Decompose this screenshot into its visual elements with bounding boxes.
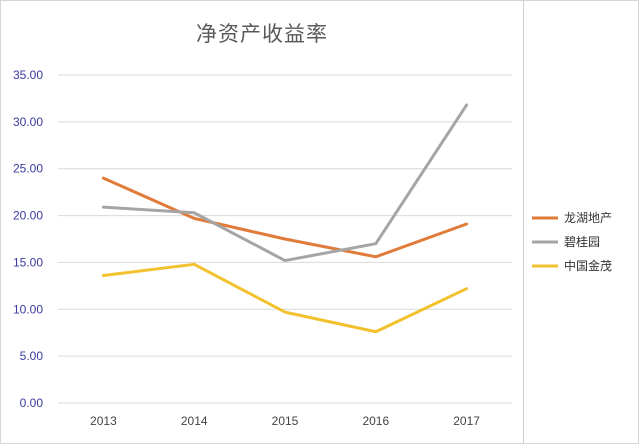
series-line-1 bbox=[101, 176, 469, 259]
y-tick-label: 10.00 bbox=[13, 302, 43, 316]
x-tick-label: 2016 bbox=[362, 414, 389, 428]
x-tick-label: 2015 bbox=[272, 414, 299, 428]
data-point bbox=[284, 259, 287, 262]
series-line-2 bbox=[101, 103, 469, 263]
x-tick-label: 2013 bbox=[90, 414, 117, 428]
data-point bbox=[102, 177, 105, 180]
y-tick-label: 15.00 bbox=[13, 255, 43, 269]
data-point bbox=[284, 311, 287, 314]
data-point bbox=[102, 274, 105, 277]
data-point bbox=[193, 217, 196, 220]
data-point bbox=[465, 287, 468, 290]
legend-divider bbox=[523, 0, 524, 444]
legend-label: 中国金茂 bbox=[564, 258, 612, 273]
data-point bbox=[193, 211, 196, 214]
x-tick-label: 2017 bbox=[453, 414, 480, 428]
x-tick-label: 2014 bbox=[181, 414, 208, 428]
y-tick-label: 30.00 bbox=[13, 115, 43, 129]
data-point bbox=[284, 238, 287, 241]
chart-title: 净资产收益率 bbox=[196, 22, 328, 46]
data-point bbox=[374, 330, 377, 333]
data-point bbox=[102, 206, 105, 209]
series-line-3 bbox=[101, 262, 469, 334]
legend-label: 碧桂园 bbox=[564, 234, 600, 249]
data-point bbox=[465, 223, 468, 226]
y-tick-label: 5.00 bbox=[20, 349, 44, 363]
data-point bbox=[374, 255, 377, 258]
y-tick-label: 0.00 bbox=[20, 396, 44, 410]
y-tick-label: 20.00 bbox=[13, 209, 43, 223]
data-point bbox=[465, 103, 468, 106]
legend-label: 龙湖地产 bbox=[564, 210, 612, 225]
y-tick-label: 25.00 bbox=[13, 162, 43, 176]
y-tick-label: 35.00 bbox=[13, 68, 43, 82]
data-point bbox=[193, 263, 196, 266]
data-point bbox=[374, 242, 377, 245]
